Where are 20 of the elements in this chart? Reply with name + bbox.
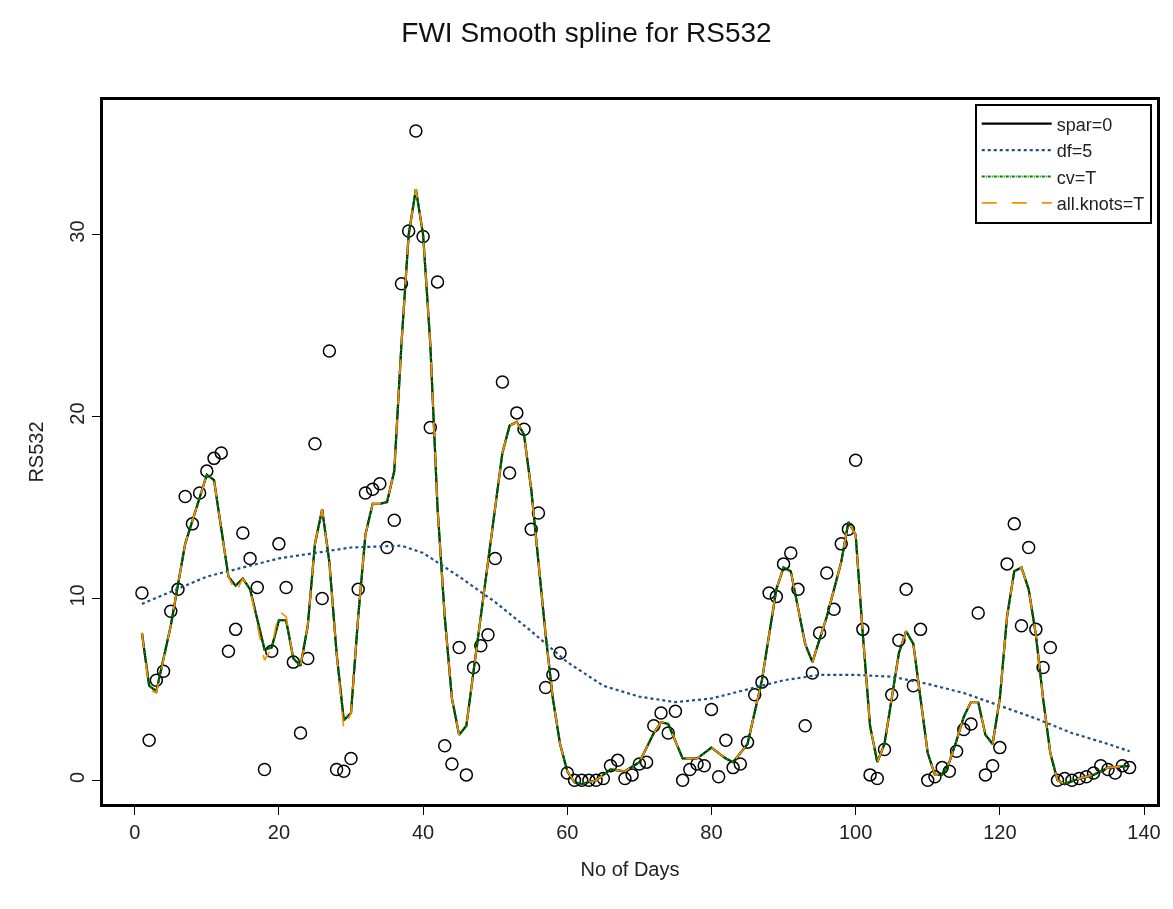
x-tick-label: 0 (129, 821, 141, 843)
x-tick-label: 140 (1127, 821, 1161, 843)
x-tick-label: 80 (700, 821, 723, 843)
chart-title: FWI Smooth spline for RS532 (401, 17, 772, 49)
legend-label: cv=T (1056, 167, 1097, 188)
line-series (140, 544, 1131, 753)
x-tick-label: 100 (838, 821, 873, 843)
legend-label: all.knots=T (1056, 193, 1145, 214)
legend-label: df=5 (1056, 141, 1093, 162)
x-tick-label: 20 (267, 821, 291, 843)
y-axis-title: RS532 (24, 421, 47, 483)
y-tick-label: 20 (66, 402, 88, 425)
y-tick-label: 10 (66, 584, 88, 607)
x-axis-title: No of Days (580, 857, 680, 880)
y-tick-label: 30 (66, 220, 88, 243)
x-tick-label: 40 (411, 821, 435, 843)
y-tick-label: 0 (66, 771, 88, 783)
legend-label: spar=0 (1056, 114, 1113, 135)
x-tick-label: 120 (983, 821, 1017, 843)
x-tick-label: 60 (556, 821, 579, 843)
